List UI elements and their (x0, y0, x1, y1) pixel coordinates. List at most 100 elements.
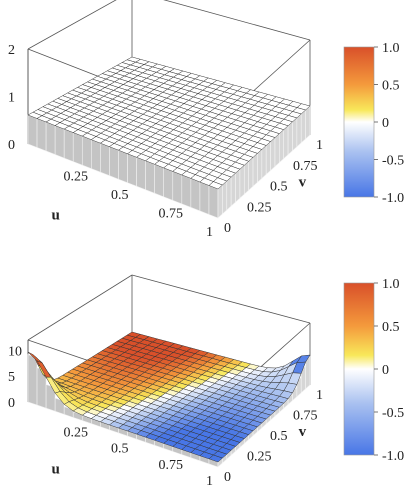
x-tick-label: 1 (206, 474, 213, 489)
y-tick-label: 0.25 (247, 200, 272, 215)
y-tick-label: 1 (316, 388, 323, 403)
x-axis-label: u (52, 207, 60, 223)
wall-segment (300, 109, 306, 144)
box-edge (27, 274, 133, 341)
wall-segment (109, 146, 119, 180)
wall-segment (145, 160, 155, 194)
wall-segment (248, 156, 254, 192)
wall-segment (305, 355, 311, 390)
y-tick-label: 1 (316, 138, 323, 153)
z-tick-label: 5 (8, 370, 15, 385)
wall-segment (274, 132, 280, 168)
y-tick-label: 0.75 (293, 159, 318, 174)
wall-segment (217, 184, 223, 219)
colorbar-tick-label: 0 (382, 116, 389, 131)
surface-walls (27, 105, 311, 219)
y-tick-label: 0.5 (270, 180, 288, 195)
colorbar-gradient (343, 46, 375, 198)
wall-segment (305, 105, 311, 140)
colorbar-tick-label: 0 (382, 363, 389, 378)
surface-mesh (27, 331, 311, 463)
colorbar: 1.0 0.5 0 -0.5 -1.0 (343, 41, 404, 206)
wall-segment (100, 142, 110, 177)
wall-segment (54, 125, 65, 159)
wall-segment (230, 172, 236, 207)
wall-segment (222, 180, 228, 215)
wall-segment (190, 177, 201, 212)
x-tick-label: 0.75 (159, 207, 184, 222)
z-axis-ticks: 0 5 10 (8, 344, 22, 411)
wall-segment (27, 114, 38, 148)
wall-segment (208, 185, 219, 219)
z-tick-label: 0 (8, 138, 15, 153)
colorbar-tick-label: 1.0 (382, 41, 400, 56)
surface-cell (208, 454, 223, 463)
z-tick-label: 2 (8, 43, 15, 58)
wall-segment (27, 354, 38, 406)
colorbar-tick-label: -0.5 (382, 406, 404, 421)
wall-segment (181, 174, 192, 208)
wall-segment (252, 152, 258, 188)
y-axis-ticks: 0 0.25 0.5 0.75 1 (224, 138, 323, 236)
wall-segment (172, 170, 183, 205)
colorbar-gradient (343, 282, 375, 456)
box-edge (163, 0, 311, 41)
chart-bottom: 0.25 0.5 0.75 1 u 0 0.25 0.5 0.75 1 v 0 5 10 1.0 0.5 0 -0… (8, 274, 404, 489)
x-tick-label: 0.25 (64, 170, 89, 185)
x-tick-label: 0.5 (111, 188, 129, 203)
x-axis-label: u (52, 461, 60, 477)
y-axis-label: v (299, 174, 307, 190)
z-tick-label: 1 (8, 91, 15, 106)
wall-segment (45, 121, 56, 156)
surface-mesh (27, 56, 311, 190)
x-tick-label: 0.25 (64, 425, 89, 440)
wall-segment (81, 135, 92, 170)
box-edge (131, 274, 311, 324)
y-tick-label: 0 (224, 470, 231, 485)
x-tick-label: 0.5 (111, 442, 129, 457)
y-axis-ticks: 0 0.25 0.5 0.75 1 (224, 388, 323, 485)
y-axis-label: v (299, 424, 307, 440)
wall-segment (257, 148, 263, 184)
wall-segment (63, 128, 74, 163)
wall-segment (292, 117, 298, 152)
wall-segment (163, 167, 174, 201)
wall-segment (287, 121, 293, 156)
wall-segment (239, 164, 245, 199)
wall-segment (270, 136, 276, 172)
wall-segment (118, 149, 128, 184)
wall-segment (72, 132, 83, 166)
wall-segment (199, 181, 210, 215)
box-edge (27, 0, 117, 50)
colorbar-tick-label: 1.0 (382, 277, 400, 292)
wall-segment (36, 118, 47, 152)
wall-segment (235, 168, 241, 203)
wall-segment (261, 144, 267, 180)
wall-segment (283, 125, 289, 160)
y-tick-label: 0.75 (293, 409, 318, 424)
wall-segment (279, 129, 285, 164)
x-axis-ticks: 0.25 0.5 0.75 1 (64, 425, 214, 489)
z-tick-label: 10 (8, 344, 22, 359)
wall-segment (243, 160, 249, 195)
x-axis-ticks: 0.25 0.5 0.75 1 (64, 170, 214, 241)
z-axis-ticks: 0 1 2 (8, 43, 15, 153)
x-tick-label: 0.75 (159, 458, 184, 473)
y-tick-label: 0 (224, 221, 231, 236)
x-tick-label: 1 (206, 225, 213, 240)
colorbar: 1.0 0.5 0 -0.5 -1.0 (343, 277, 404, 464)
colorbar-tick-label: 0.5 (382, 79, 400, 94)
colorbar-tick-label: -1.0 (382, 191, 404, 206)
z-tick-label: 0 (8, 396, 15, 411)
wall-segment (296, 113, 302, 148)
colorbar-tick-label: -1.0 (382, 449, 404, 464)
y-tick-label: 0.5 (270, 429, 288, 444)
wall-segment (154, 163, 165, 198)
wall-segment (226, 176, 232, 211)
y-tick-label: 0.25 (247, 450, 272, 465)
colorbar-tick-label: 0.5 (382, 320, 400, 335)
surface-cell (208, 181, 223, 190)
colorbar-tick-label: -0.5 (382, 154, 404, 169)
